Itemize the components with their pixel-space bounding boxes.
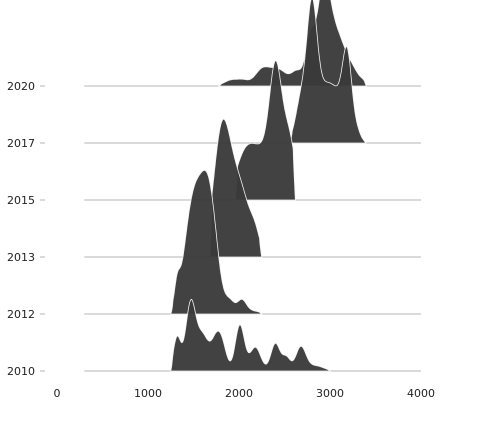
x-axis-ticks: 0 1000 2000 3000 4000	[54, 387, 436, 400]
ridge-2010	[170, 298, 332, 372]
ridge-2013	[209, 118, 263, 258]
x-tick-label-0: 0	[54, 387, 61, 400]
ridge-areas	[170, 0, 368, 372]
row-label-2010: 2010	[7, 365, 35, 378]
row-label-2017: 2017	[7, 137, 35, 150]
row-label-2015: 2015	[7, 194, 35, 207]
x-tick-label-1000: 1000	[134, 387, 162, 400]
row-label-2013: 2013	[7, 251, 35, 264]
ridge-2017	[289, 0, 367, 144]
row-labels: 2010 2012 2013 2015 2017 2020	[7, 80, 35, 378]
ridge-2020	[217, 0, 368, 87]
x-tick-label-4000: 4000	[407, 387, 435, 400]
row-label-2012: 2012	[7, 308, 35, 321]
x-tick-label-2000: 2000	[225, 387, 253, 400]
row-label-2020: 2020	[7, 80, 35, 93]
ridge-2015	[234, 60, 296, 201]
x-tick-label-3000: 3000	[316, 387, 344, 400]
ridge-2012	[170, 170, 264, 315]
